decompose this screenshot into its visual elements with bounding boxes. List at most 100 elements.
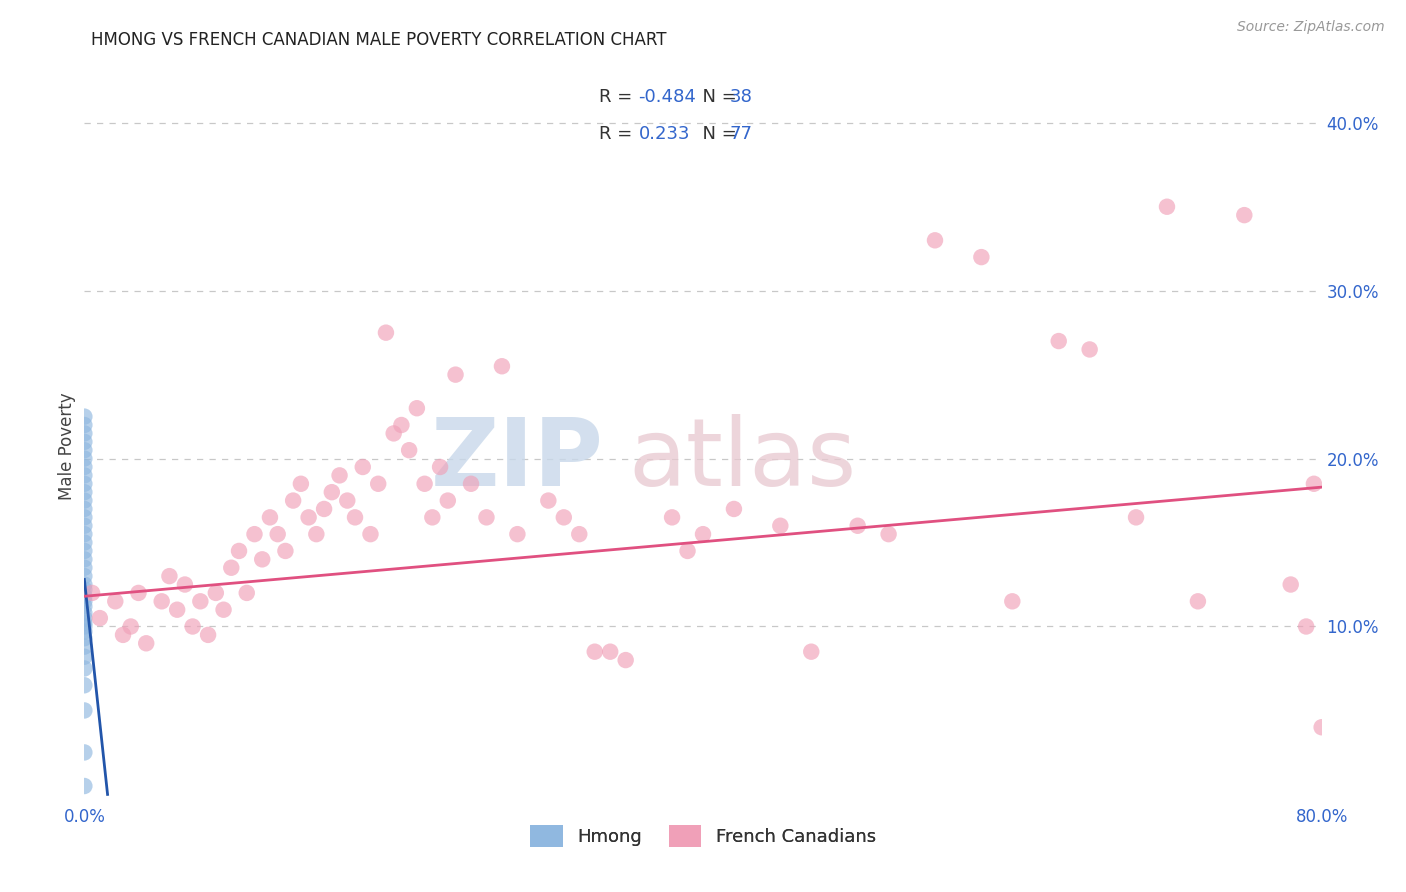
Point <box>274 544 297 558</box>
Point <box>73 468 96 483</box>
Point <box>73 632 96 646</box>
Point <box>444 368 467 382</box>
Point <box>73 678 96 692</box>
Text: ZIP: ZIP <box>432 414 605 507</box>
Point <box>367 476 389 491</box>
Point <box>692 527 714 541</box>
Point <box>382 426 405 441</box>
Point <box>73 451 96 466</box>
Point <box>73 616 96 631</box>
Point <box>73 409 96 424</box>
Point <box>1279 577 1302 591</box>
Point <box>305 527 328 541</box>
Point <box>73 560 96 574</box>
Point <box>73 443 96 458</box>
Text: 38: 38 <box>730 87 752 106</box>
Point <box>328 468 352 483</box>
Point <box>436 493 458 508</box>
Text: atlas: atlas <box>628 414 858 507</box>
Point <box>73 502 96 516</box>
Point <box>352 460 374 475</box>
Point <box>73 779 96 793</box>
Point <box>769 518 792 533</box>
Point <box>553 510 575 524</box>
Point <box>422 510 444 524</box>
Point <box>475 510 498 524</box>
Text: N =: N = <box>690 125 742 143</box>
Point <box>267 527 290 541</box>
Point <box>1078 343 1101 357</box>
Point <box>73 552 96 566</box>
Point <box>321 485 343 500</box>
Point <box>1302 476 1324 491</box>
Point <box>389 417 413 432</box>
Point <box>73 661 96 675</box>
Point <box>250 552 273 566</box>
Point <box>614 653 637 667</box>
Point <box>89 611 111 625</box>
Point <box>73 527 96 541</box>
Point <box>82 586 104 600</box>
Point <box>73 577 96 591</box>
Point <box>73 589 96 603</box>
Point <box>73 518 96 533</box>
Point <box>877 527 900 541</box>
Point <box>243 527 266 541</box>
Point <box>312 502 335 516</box>
Point <box>112 628 135 642</box>
Point <box>73 535 96 549</box>
Point <box>506 527 529 541</box>
Point <box>259 510 281 524</box>
Point <box>290 476 312 491</box>
Point <box>73 703 96 717</box>
Point <box>219 560 242 574</box>
Point <box>537 493 560 508</box>
Point <box>661 510 683 524</box>
Point <box>1310 720 1333 734</box>
Legend: Hmong, French Canadians: Hmong, French Canadians <box>523 818 883 855</box>
Point <box>676 544 699 558</box>
Point <box>73 493 96 508</box>
Text: N =: N = <box>690 87 742 106</box>
Point <box>73 624 96 639</box>
Text: Source: ZipAtlas.com: Source: ZipAtlas.com <box>1237 20 1385 34</box>
Point <box>1233 208 1256 222</box>
Point <box>723 502 745 516</box>
Point <box>281 493 305 508</box>
Point <box>1295 619 1317 633</box>
Text: 0.233: 0.233 <box>638 125 690 143</box>
Point <box>583 645 606 659</box>
Point <box>970 250 993 264</box>
Point <box>297 510 319 524</box>
Text: HMONG VS FRENCH CANADIAN MALE POVERTY CORRELATION CHART: HMONG VS FRENCH CANADIAN MALE POVERTY CO… <box>91 31 666 49</box>
Point <box>1187 594 1209 608</box>
Point <box>73 606 96 620</box>
Point <box>460 476 482 491</box>
Point <box>336 493 359 508</box>
Text: R =: R = <box>599 125 644 143</box>
Point <box>73 426 96 441</box>
Point <box>73 434 96 449</box>
Point <box>73 640 96 654</box>
Point <box>73 582 96 597</box>
Point <box>73 649 96 664</box>
Point <box>73 510 96 524</box>
Text: 77: 77 <box>730 125 752 143</box>
Point <box>1125 510 1147 524</box>
Point <box>73 599 96 614</box>
Point <box>1001 594 1024 608</box>
Point <box>374 326 398 340</box>
Point <box>166 603 188 617</box>
Point <box>429 460 451 475</box>
Point <box>150 594 173 608</box>
Point <box>120 619 142 633</box>
Text: -0.484: -0.484 <box>638 87 696 106</box>
Point <box>212 603 235 617</box>
Point <box>398 443 420 458</box>
Point <box>491 359 513 374</box>
Point <box>174 577 197 591</box>
Point <box>73 460 96 475</box>
Point <box>73 619 96 633</box>
Point <box>405 401 427 416</box>
Point <box>205 586 228 600</box>
